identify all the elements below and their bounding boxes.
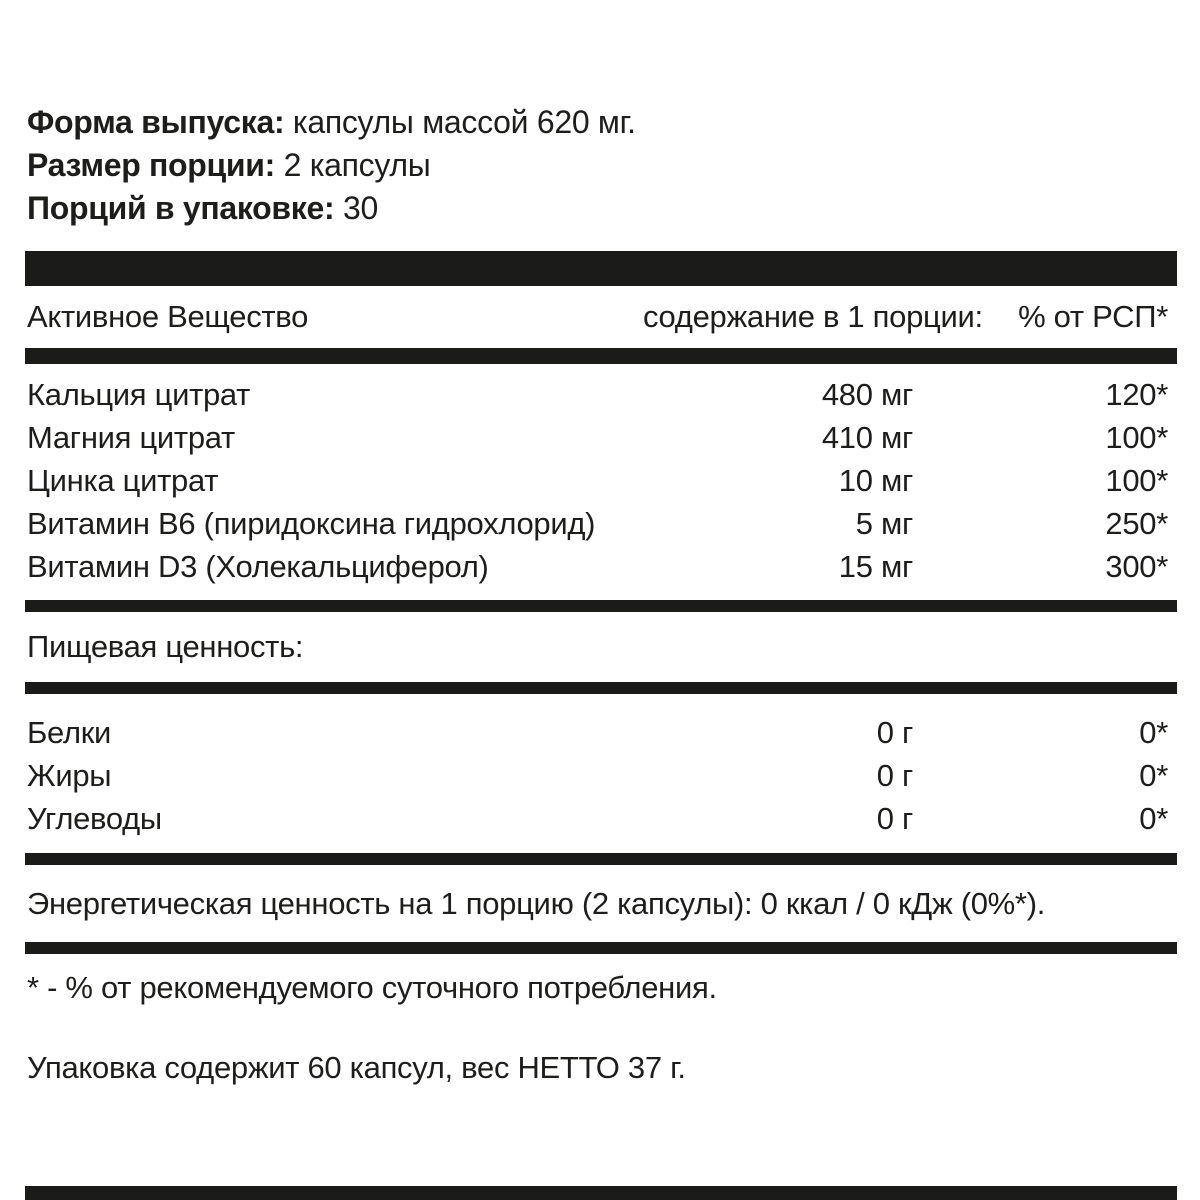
- release-form-value: капсулы массой 620 мг.: [292, 104, 636, 140]
- substance-amount: 480 мг: [821, 377, 913, 412]
- divider-bar-under-header: [25, 348, 1177, 364]
- substance-name: Кальция цитрат: [27, 377, 251, 412]
- divider-bar-after-actives: [25, 600, 1177, 612]
- substance-amount: 5 мг: [855, 506, 914, 541]
- substance-amount: 15 мг: [838, 549, 914, 584]
- substance-name: Витамин B6 (пиридоксина гидрохлорид): [27, 506, 596, 541]
- divider-bar-bottom: [25, 1186, 1177, 1200]
- nutrient-percent: 0*: [1139, 801, 1168, 836]
- table-row: Витамин B6 (пиридоксина гидрохлорид) 5 м…: [27, 502, 1168, 545]
- divider-bar-under-nutrition-title: [25, 682, 1177, 694]
- serving-size-label: Размер порции:: [27, 147, 276, 183]
- substance-name: Витамин D3 (Холекальциферол): [27, 549, 489, 584]
- table-row: Витамин D3 (Холекальциферол) 15 мг 300*: [27, 545, 1168, 588]
- serving-size-line: Размер порции: 2 капсулы: [27, 144, 1177, 187]
- divider-bar-after-energy: [25, 942, 1177, 954]
- divider-bar-top: [25, 251, 1177, 286]
- table-row: Цинка цитрат 10 мг 100*: [27, 459, 1168, 502]
- header-percent-rsp: % от РСП*: [1018, 299, 1168, 334]
- nutrient-amount: 0 г: [876, 801, 914, 836]
- nutrition-section-title: Пищевая ценность:: [27, 629, 304, 664]
- active-substance-rows: Кальция цитрат 480 мг 120* Магния цитрат…: [25, 364, 1177, 600]
- table-row: Белки 0 г 0*: [27, 711, 1168, 754]
- divider-bar-before-energy: [25, 853, 1177, 865]
- nutrient-name: Жиры: [27, 758, 112, 793]
- table-row: Жиры 0 г 0*: [27, 754, 1168, 797]
- header-amount-per-serving: содержание в 1 порции:: [643, 299, 983, 334]
- header-active-substance: Активное Вещество: [27, 299, 309, 334]
- nutrition-rows: Белки 0 г 0* Жиры 0 г 0* Углеводы 0 г 0*: [25, 694, 1177, 853]
- release-form-label: Форма выпуска:: [27, 104, 285, 140]
- table-row: Углеводы 0 г 0*: [27, 797, 1168, 840]
- substance-name: Цинка цитрат: [27, 463, 219, 498]
- package-contents-line: Упаковка содержит 60 капсул, вес НЕТТО 3…: [27, 1050, 686, 1085]
- substance-percent: 100*: [1105, 463, 1168, 498]
- nutrient-percent: 0*: [1139, 758, 1168, 793]
- servings-per-pack-value: 30: [342, 190, 378, 226]
- release-form-line: Форма выпуска: капсулы массой 620 мг.: [27, 101, 1177, 144]
- package-info-block: Форма выпуска: капсулы массой 620 мг. Ра…: [25, 0, 1177, 230]
- active-table-header: Активное Вещество содержание в 1 порции:…: [25, 286, 1177, 348]
- servings-per-pack-label: Порций в упаковке:: [27, 190, 335, 226]
- substance-percent: 300*: [1105, 549, 1168, 584]
- table-row: Кальция цитрат 480 мг 120*: [27, 373, 1168, 416]
- rsp-footnote: * - % от рекомендуемого суточного потреб…: [27, 970, 717, 1005]
- nutrient-name: Белки: [27, 715, 112, 750]
- table-row: Магния цитрат 410 мг 100*: [27, 416, 1168, 459]
- serving-size-value: 2 капсулы: [283, 147, 431, 183]
- energy-value-line: Энергетическая ценность на 1 порцию (2 к…: [27, 885, 1046, 921]
- nutrient-amount: 0 г: [876, 758, 914, 793]
- substance-amount: 10 мг: [838, 463, 914, 498]
- nutrient-percent: 0*: [1139, 715, 1168, 750]
- substance-percent: 100*: [1105, 420, 1168, 455]
- servings-per-pack-line: Порций в упаковке: 30: [27, 187, 1177, 230]
- nutrient-amount: 0 г: [876, 715, 914, 750]
- substance-name: Магния цитрат: [27, 420, 235, 455]
- substance-percent: 250*: [1105, 506, 1168, 541]
- nutrient-name: Углеводы: [27, 801, 162, 836]
- substance-amount: 410 мг: [821, 420, 913, 455]
- substance-percent: 120*: [1105, 377, 1168, 412]
